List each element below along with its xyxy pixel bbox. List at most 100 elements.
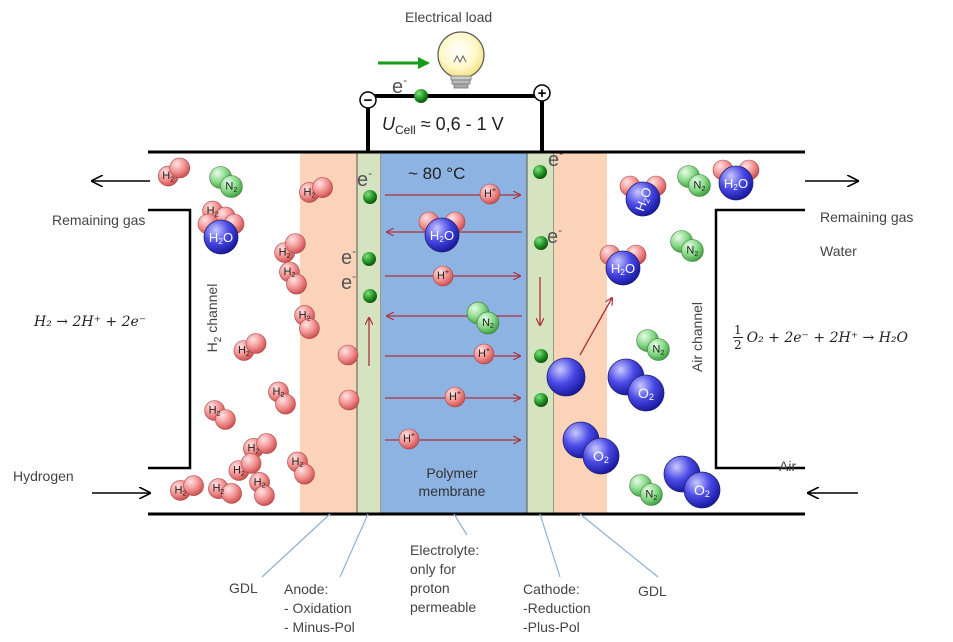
cathode-electrode [526, 151, 555, 515]
svg-text:H+: H+ [484, 186, 496, 200]
hydrogen-molecule: H2 [279, 261, 307, 295]
hydrogen-molecule: H2 [243, 433, 277, 459]
electron-particle [534, 236, 548, 250]
svg-text:O2: O2 [593, 448, 609, 465]
svg-text:N2: N2 [482, 317, 494, 330]
svg-text:H2: H2 [303, 186, 315, 199]
svg-text:H2: H2 [292, 456, 304, 469]
water-molecule: H2O [712, 159, 760, 201]
hydrogen-molecule: H2 [157, 157, 191, 187]
svg-text:H2: H2 [212, 483, 224, 496]
nitrogen-molecule: N2 [636, 329, 670, 361]
h2-channel-label: H2 channel [204, 284, 224, 353]
svg-text:N2: N2 [652, 343, 664, 356]
electrolyte-title: Electrolyte: [410, 542, 480, 558]
air-label: Air [779, 458, 797, 474]
left-remaining-gas-label: Remaining gas [52, 212, 146, 228]
hydrogen-label: Hydrogen [13, 468, 74, 484]
svg-text:H2O: H2O [611, 261, 635, 277]
polymer-membrane [381, 152, 527, 514]
proton: H+ [479, 183, 501, 205]
svg-text:H+: H+ [437, 268, 449, 282]
proton: H+ [444, 386, 466, 408]
hydrogen-molecule: H2 [170, 475, 204, 501]
minus-terminal [359, 91, 377, 109]
svg-text:H2: H2 [284, 266, 296, 279]
nitrogen-molecule: N2 [670, 230, 704, 262]
left-channel-bracket [148, 208, 192, 470]
nitrogen-molecule: N2 [209, 166, 243, 198]
anode-label: Anode: - Oxidation - Minus-Pol [284, 580, 355, 637]
electron-particle [534, 393, 548, 407]
air-channel-label: Air channel [689, 302, 705, 372]
oxygen-molecule: O2 [562, 421, 620, 475]
electron-particle [363, 190, 377, 204]
proton: H+ [398, 428, 420, 450]
anode-minus-pol: - Minus-Pol [284, 619, 355, 635]
svg-text:H2: H2 [162, 170, 174, 183]
proton: H+ [432, 265, 454, 287]
hydrogen-molecule: H2 [233, 333, 267, 361]
svg-text:H2O: H2O [430, 228, 454, 244]
electrolyte-line-2: only for [410, 561, 456, 577]
light-bulb-icon [437, 31, 485, 89]
proton [337, 344, 359, 366]
cathode-title: Cathode: [523, 581, 580, 597]
hydrogen-molecule: H2 [208, 478, 242, 504]
svg-text:H2: H2 [273, 386, 285, 399]
svg-text:H2: H2 [207, 205, 219, 218]
nitrogen-molecule: N2 [677, 165, 711, 197]
hydrogen-molecule: H2 [299, 177, 333, 203]
svg-text:N2: N2 [645, 488, 657, 501]
proton: H+ [473, 343, 495, 365]
hydrogen-molecule: H2 [249, 472, 275, 506]
hydrogen-molecule: H2 [204, 400, 236, 430]
anode-reaction: H₂ → 2H⁺ + 2e⁻ [34, 314, 147, 330]
svg-text:H2O: H2O [724, 176, 748, 192]
water-label: Water [820, 243, 857, 259]
svg-text:H2: H2 [247, 442, 259, 455]
fraction-denominator: 2 [734, 338, 742, 352]
cathode-plus-pol: -Plus-Pol [523, 619, 580, 635]
water-molecule: H2O [619, 175, 667, 217]
svg-text:O2: O2 [638, 385, 654, 402]
anode-oxidation: - Oxidation [284, 600, 352, 616]
svg-text:H2O: H2O [209, 230, 233, 246]
electron-particle [363, 289, 377, 303]
svg-text:O2: O2 [694, 482, 710, 499]
electrical-load-label: Electrical load [405, 9, 493, 25]
svg-text:H2: H2 [238, 345, 250, 358]
cell-voltage: UCell ≈ 0,6 - 1 V [382, 114, 504, 137]
svg-text:H2: H2 [209, 405, 221, 418]
proton [338, 389, 360, 411]
hydrogen-molecule: H2 [228, 453, 262, 481]
oxygen-molecule: O2 [663, 455, 721, 509]
water-molecule: H2O [418, 211, 466, 253]
external-circuit-wire [366, 94, 544, 152]
right-channel-bracket [714, 208, 805, 470]
electrolyte-label: Electrolyte: only for proton permeable [410, 541, 479, 617]
temperature-label: ~ 80 °C [408, 164, 465, 183]
svg-text:H2: H2 [174, 484, 186, 497]
hydrogen-molecule: H2 [294, 305, 320, 339]
cathode-reaction: 1 2 O₂ + 2e⁻ + 2H⁺ → H₂O [733, 323, 908, 352]
gdl-right-label: GDL [638, 583, 667, 599]
plus-sign: + [538, 85, 547, 102]
svg-text:N2: N2 [693, 179, 705, 192]
nitrogen-molecule: N2 [629, 474, 663, 506]
electron-particle [362, 252, 376, 266]
membrane-label-line: Polymer [426, 465, 478, 481]
gdl-left-label: GDL [229, 580, 258, 596]
hydrogen-molecule: H2 [274, 233, 306, 263]
svg-text:H2: H2 [299, 309, 311, 322]
cathode-reaction-text: O₂ + 2e⁻ + 2H⁺ → H₂O [746, 329, 909, 346]
svg-text:H+: H+ [478, 346, 490, 360]
electrolyte-line-3: proton [410, 580, 450, 596]
oxygen-atom [546, 357, 586, 397]
svg-text:N2: N2 [225, 180, 237, 193]
annotation-text-layer: e-e-e-e-e-H2 channel Air channelPolymerme… [204, 146, 705, 499]
electron-particle [534, 349, 548, 363]
cathode-label: Cathode: -Reduction -Plus-Pol [523, 580, 591, 637]
